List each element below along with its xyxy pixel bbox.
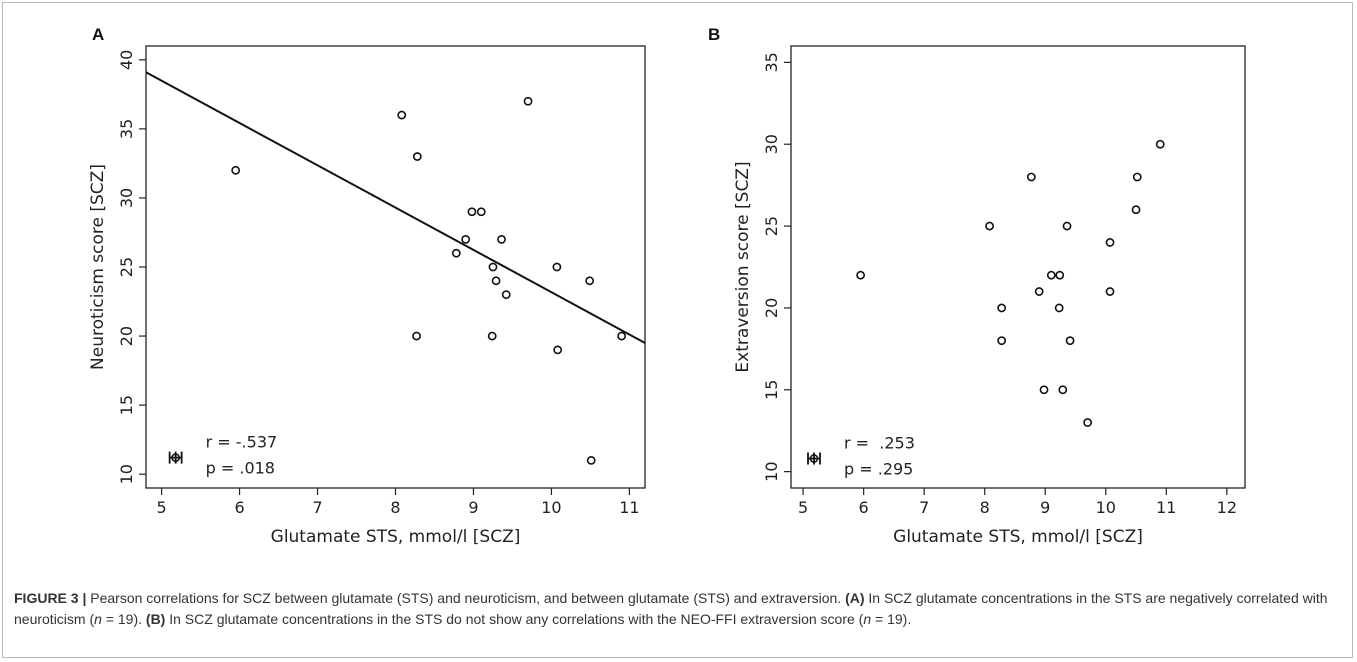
data-point <box>985 221 994 231</box>
data-point <box>585 276 595 286</box>
data-point <box>461 234 471 244</box>
y-tick-label: 20 <box>117 326 136 346</box>
data-point <box>856 270 866 280</box>
caption-b-text-1: In SCZ glutamate concentrations in the S… <box>165 611 864 627</box>
caption-intro: Pearson correlations for SCZ between glu… <box>86 590 846 606</box>
caption-label: FIGURE 3 | <box>14 590 87 606</box>
panel-a: A 5 6 7 8 9 10 11 10 15 20 25 30 35 40 Glutamate STS, m… <box>88 25 646 547</box>
y-tick-label: 20 <box>762 298 781 318</box>
y-tick-label: 10 <box>762 461 781 481</box>
data-point <box>1046 270 1056 280</box>
data-point <box>997 336 1007 346</box>
y-tick-label: 30 <box>117 188 136 208</box>
caption-a-text-1: In SCZ glutamate concentrations in the S… <box>14 590 1328 627</box>
regression-line <box>145 71 646 344</box>
data-point <box>1062 221 1072 231</box>
p-value-annotation: p = .018 <box>206 459 275 478</box>
y-axis-label: Extraversion score [SCZ] <box>733 161 753 372</box>
data-point <box>1132 172 1142 182</box>
data-point <box>1131 205 1141 215</box>
data-point <box>501 290 511 300</box>
data-point <box>1155 139 1165 149</box>
caption-a-tag: (A) <box>845 590 865 606</box>
caption-a-text-2: = 19). <box>101 611 146 627</box>
y-tick-label: 25 <box>117 257 136 277</box>
x-tick-label: 11 <box>1156 498 1176 517</box>
data-point <box>997 303 1007 313</box>
data-point <box>586 455 596 465</box>
x-tick-label: 12 <box>1217 498 1237 517</box>
x-tick-label: 7 <box>919 498 929 517</box>
y-tick-label: 35 <box>762 52 781 72</box>
panel-label: A <box>92 25 104 44</box>
data-point <box>488 262 498 272</box>
figure-canvas: A 5 6 7 8 9 10 11 10 15 20 25 30 35 40 Glutamate STS, m… <box>88 25 1246 547</box>
x-tick-label: 6 <box>234 498 244 517</box>
data-point <box>412 152 422 161</box>
data-point <box>467 207 477 217</box>
x-axis-label: Glutamate STS, mmol/l [SCZ] <box>271 527 521 547</box>
p-value-annotation: p = .295 <box>844 460 913 479</box>
data-point <box>1026 172 1036 182</box>
x-tick-label: 5 <box>157 498 167 517</box>
data-point <box>617 331 627 341</box>
data-point <box>553 345 563 355</box>
figure-caption: FIGURE 3 | Pearson correlations for SCZ … <box>14 588 1339 630</box>
x-tick-label: 8 <box>980 498 990 517</box>
data-point <box>1058 385 1068 395</box>
data-point <box>552 262 562 272</box>
x-tick-label: 9 <box>1040 498 1050 517</box>
y-tick-label: 15 <box>762 380 781 400</box>
r-value-annotation: r = .253 <box>844 434 915 453</box>
r-value-annotation: r = -.537 <box>206 433 278 452</box>
data-point <box>1039 385 1049 395</box>
data-point <box>231 165 241 175</box>
x-tick-label: 9 <box>468 498 478 517</box>
y-tick-label: 15 <box>117 395 136 415</box>
x-tick-label: 10 <box>541 498 561 517</box>
data-point <box>476 207 486 217</box>
x-tick-label: 10 <box>1096 498 1116 517</box>
y-tick-label: 35 <box>117 119 136 139</box>
y-tick-label: 40 <box>117 50 136 70</box>
data-point <box>497 234 506 244</box>
y-tick-label: 30 <box>762 134 781 154</box>
y-tick-label: 10 <box>117 464 136 484</box>
data-point <box>1034 287 1044 296</box>
x-tick-label: 11 <box>619 498 639 517</box>
plot-frame <box>790 45 1246 489</box>
caption-b-tag: (B) <box>145 611 166 627</box>
x-axis-label: Glutamate STS, mmol/l [SCZ] <box>893 527 1143 547</box>
data-point <box>412 331 421 341</box>
caption-n-symbol-b: n <box>863 611 872 627</box>
data-point <box>523 96 533 106</box>
x-tick-label: 7 <box>312 498 322 517</box>
caption-n-symbol-a: n <box>94 611 102 627</box>
y-axis-label: Neuroticism score [SCZ] <box>88 164 108 370</box>
data-point <box>1065 336 1075 346</box>
y-tick-label: 25 <box>762 216 781 236</box>
data-point <box>1055 270 1065 280</box>
x-tick-label: 8 <box>390 498 400 517</box>
data-point <box>491 276 501 286</box>
x-tick-label: 6 <box>859 498 869 517</box>
data-point <box>451 248 461 258</box>
panel-label: B <box>708 25 720 44</box>
x-tick-label: 5 <box>798 498 808 517</box>
caption-b-text-2: = 19). <box>871 611 912 627</box>
data-point <box>487 331 497 341</box>
data-point <box>1105 238 1115 247</box>
data-point <box>1054 303 1064 313</box>
data-point <box>1105 287 1115 296</box>
data-point <box>1083 418 1093 427</box>
panel-b: B 5 6 7 8 9 10 11 12 10 15 20 25 30 35 Glutamate STS, m… <box>708 25 1246 547</box>
data-point <box>397 110 407 120</box>
